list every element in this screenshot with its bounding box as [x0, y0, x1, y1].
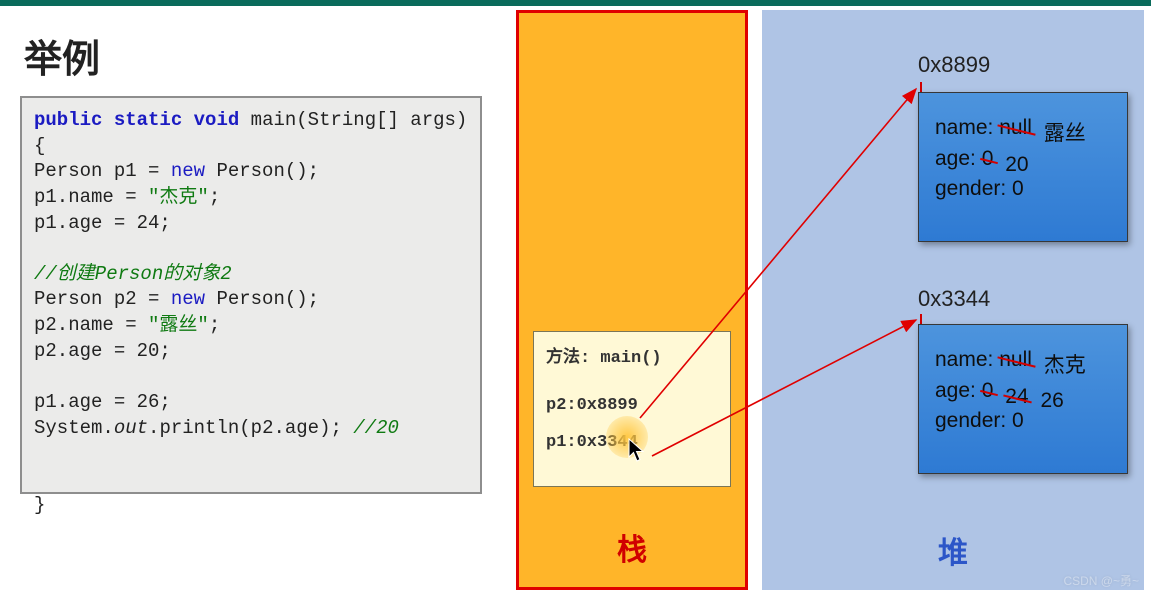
heap-label: 堆 [762, 528, 1144, 572]
kw-public: public [34, 109, 102, 131]
stack-column: 方法: main() p2:0x8899 p1:0x3344 栈 [516, 10, 748, 590]
stack-frame-main: 方法: main() p2:0x8899 p1:0x3344 [533, 331, 731, 487]
code-line: p2.name = "露丝"; [34, 313, 468, 339]
code-panel: public static void main(String[] args) {… [20, 96, 482, 494]
code-line: } [34, 493, 468, 519]
obj2-name: name: null 杰克 [935, 343, 1115, 373]
code-line: System.out.println(p2.age); //20 [34, 416, 468, 442]
code-line: Person p1 = new Person(); [34, 159, 468, 185]
obj1-age: age: 0 20 [935, 147, 1115, 171]
code-line: p1.name = "杰克"; [34, 185, 468, 211]
stack-var-p2: p2:0x8899 [546, 396, 718, 415]
code-comment: //创建Person的对象2 [34, 262, 468, 288]
obj1-gender: gender: 0 [935, 177, 1115, 201]
watermark: CSDN @~勇~ [1063, 572, 1139, 589]
stack-var-p1: p1:0x3344 [546, 433, 718, 452]
code-line: p2.age = 20; [34, 339, 468, 365]
slide: 举例 public static void main(String[] args… [0, 0, 1151, 595]
heap-addr-2: 0x3344 [918, 286, 990, 312]
heap-addr-1: 0x8899 [918, 52, 990, 78]
kw-static: static [114, 109, 182, 131]
stack-frame-title: 方法: main() [546, 342, 718, 368]
stack-label: 栈 [519, 525, 745, 569]
kw-void: void [194, 109, 240, 131]
obj2-age: age: 0 24 26 [935, 379, 1115, 403]
obj1-name: name: null 露丝 [935, 111, 1115, 141]
code-line: Person p2 = new Person(); [34, 287, 468, 313]
code-line: p1.age = 26; [34, 390, 468, 416]
code-line: p1.age = 24; [34, 211, 468, 237]
obj2-gender: gender: 0 [935, 409, 1115, 433]
heap-object-2: name: null 杰克 age: 0 24 26 gender: 0 [918, 324, 1128, 474]
heap-object-1: name: null 露丝 age: 0 20 gender: 0 [918, 92, 1128, 242]
slide-title: 举例 [24, 28, 100, 83]
code-line: public static void main(String[] args) { [34, 108, 468, 159]
top-bar [0, 0, 1151, 6]
heap-column: 0x8899 name: null 露丝 age: 0 20 gender: 0… [762, 10, 1144, 590]
